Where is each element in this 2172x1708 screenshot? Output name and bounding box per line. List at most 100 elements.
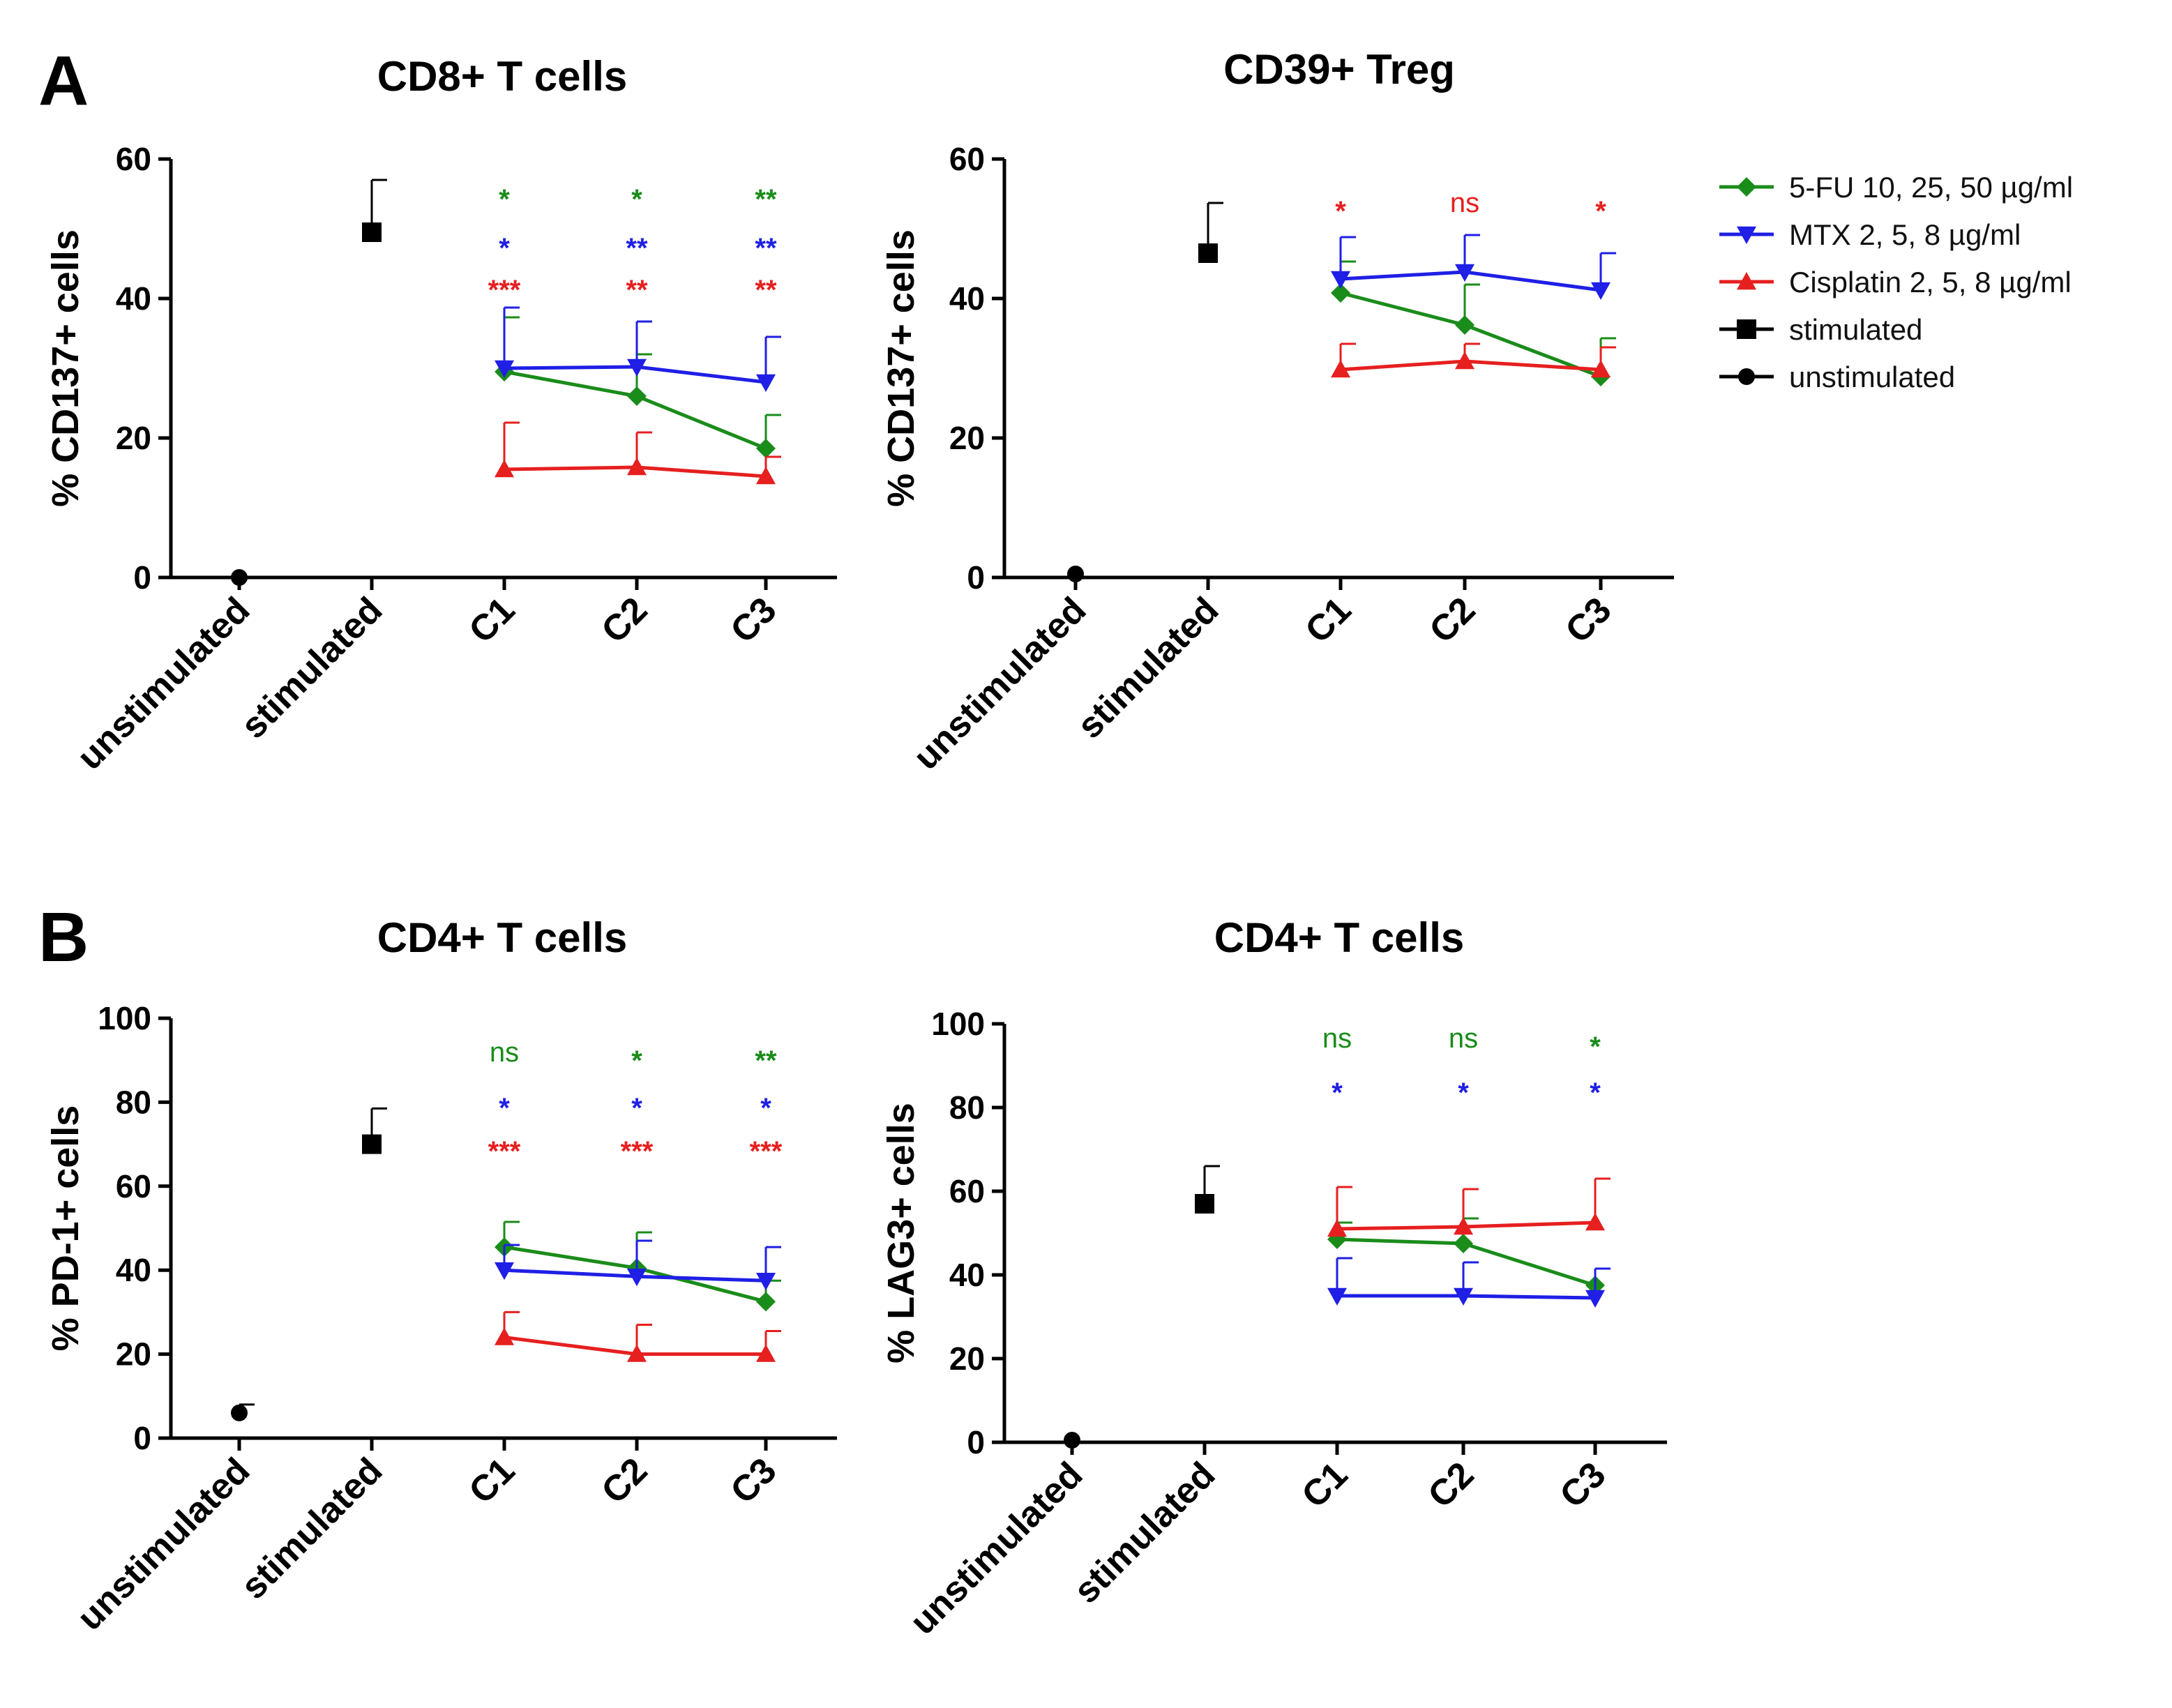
significance-label: ns bbox=[1449, 1023, 1478, 1054]
chart-3: CD4+ T cells 0 20 40 60 80 100 % PD-1+ cells uns… bbox=[45, 914, 837, 1638]
legend-label: MTX 2, 5, 8 µg/ml bbox=[1789, 218, 2021, 251]
legend-marker bbox=[1737, 319, 1756, 339]
y-tick-label: 20 bbox=[949, 1340, 985, 1377]
data-point bbox=[1455, 352, 1475, 370]
series-mtx bbox=[495, 1239, 781, 1291]
data-point bbox=[1331, 283, 1350, 303]
significance-label: *** bbox=[488, 1136, 521, 1167]
data-point bbox=[756, 439, 776, 458]
x-tick-label: unstimulated bbox=[70, 1450, 258, 1638]
data-point bbox=[1454, 1234, 1473, 1253]
series-cis bbox=[495, 421, 781, 485]
x-tick-label: C3 bbox=[723, 589, 784, 651]
data-point bbox=[495, 360, 514, 378]
panel-label-a: A bbox=[38, 42, 89, 120]
control-point-unstim bbox=[1067, 566, 1084, 582]
significance-label: * bbox=[499, 184, 510, 215]
x-tick-label: C2 bbox=[594, 589, 655, 651]
significance-label: * bbox=[499, 1093, 510, 1124]
significance-label: *** bbox=[621, 1136, 654, 1167]
y-axis-label: % PD-1+ cells bbox=[45, 1105, 86, 1352]
x-tick-label: C3 bbox=[1552, 1454, 1613, 1516]
y-tick-label: 0 bbox=[133, 559, 151, 596]
y-tick-label: 100 bbox=[931, 1006, 985, 1042]
data-point bbox=[756, 467, 776, 485]
control-point-stim bbox=[1198, 243, 1218, 263]
data-point bbox=[756, 1292, 776, 1312]
y-tick-label: 60 bbox=[116, 1168, 151, 1204]
chart-2: CD39+ Treg 0 20 40 60 % CD137+ cells unstimula… bbox=[880, 46, 1674, 778]
charts-group: CD8+ T cells 0 20 40 60 % CD137+ cells unstimu… bbox=[45, 46, 1674, 1642]
x-tick-label: stimulated bbox=[234, 1450, 391, 1607]
legend-marker bbox=[1737, 226, 1756, 244]
y-tick-label: 80 bbox=[949, 1089, 985, 1126]
x-tick-label: C3 bbox=[723, 1450, 784, 1511]
legend-marker bbox=[1737, 177, 1756, 197]
y-tick-label: 60 bbox=[949, 1173, 985, 1209]
data-point bbox=[1327, 1287, 1347, 1306]
legend-label: 5-FU 10, 25, 50 µg/ml bbox=[1789, 171, 2073, 204]
x-tick-label: stimulated bbox=[1070, 589, 1227, 746]
control-point-unstim bbox=[231, 569, 248, 586]
significance-label: * bbox=[1458, 1078, 1469, 1108]
significance-label: *** bbox=[750, 1136, 783, 1167]
x-tick-label: C2 bbox=[1421, 589, 1483, 651]
y-axis-label: % CD137+ cells bbox=[880, 229, 922, 507]
y-tick-label: 60 bbox=[949, 141, 985, 177]
chart-title: CD39+ Treg bbox=[1223, 46, 1455, 93]
data-point bbox=[495, 1262, 514, 1280]
significance-label: * bbox=[631, 184, 642, 215]
chart-title: CD8+ T cells bbox=[377, 53, 628, 100]
x-tick-label: C2 bbox=[594, 1450, 655, 1511]
data-point bbox=[1327, 1219, 1347, 1237]
legend: 5-FU 10, 25, 50 µg/ml MTX 2, 5, 8 µg/ml Ci… bbox=[1719, 171, 2073, 393]
significance-label: *** bbox=[488, 275, 521, 305]
significance-label: * bbox=[1595, 196, 1606, 227]
series-mtx bbox=[1331, 234, 1616, 300]
significance-label: * bbox=[631, 1093, 642, 1124]
significance-label: * bbox=[1590, 1078, 1601, 1108]
data-point bbox=[1331, 360, 1350, 378]
x-tick-label: stimulated bbox=[234, 589, 391, 746]
x-tick-label: C1 bbox=[461, 1450, 522, 1511]
data-point bbox=[627, 358, 647, 377]
data-point bbox=[627, 1269, 647, 1287]
significance-label: * bbox=[631, 1045, 642, 1076]
data-point bbox=[1585, 1213, 1605, 1231]
x-tick-label: unstimulated bbox=[70, 589, 258, 778]
y-tick-label: 0 bbox=[133, 1420, 151, 1456]
x-tick-label: stimulated bbox=[1066, 1454, 1223, 1611]
y-tick-label: 20 bbox=[116, 420, 151, 456]
x-tick-label: unstimulated bbox=[906, 589, 1094, 778]
data-point bbox=[1585, 1290, 1605, 1308]
data-point bbox=[1591, 360, 1611, 378]
y-tick-label: 20 bbox=[949, 420, 985, 456]
legend-entry-unstim: unstimulated bbox=[1719, 361, 1955, 393]
series-line bbox=[504, 370, 767, 451]
chart-1: CD8+ T cells 0 20 40 60 % CD137+ cells unstimu… bbox=[45, 53, 837, 778]
control-point-stim bbox=[362, 1134, 382, 1154]
control-point-unstim bbox=[231, 1404, 248, 1421]
y-axis-label: % CD137+ cells bbox=[45, 229, 86, 507]
y-tick-label: 0 bbox=[967, 1424, 985, 1460]
legend-label: stimulated bbox=[1789, 313, 1922, 346]
data-point bbox=[756, 374, 776, 392]
chart-title: CD4+ T cells bbox=[377, 914, 628, 961]
legend-label: unstimulated bbox=[1789, 361, 1955, 393]
control-point-stim bbox=[362, 222, 382, 242]
control-point-stim bbox=[1195, 1194, 1214, 1214]
y-axis-label: % LAG3+ cells bbox=[880, 1103, 922, 1363]
significance-label: ** bbox=[755, 233, 777, 264]
error-bar bbox=[503, 421, 520, 469]
data-point bbox=[495, 460, 514, 478]
significance-label: ** bbox=[626, 275, 648, 305]
legend-entry-mtx: MTX 2, 5, 8 µg/ml bbox=[1719, 218, 2021, 251]
y-tick-label: 20 bbox=[116, 1336, 151, 1373]
significance-label: ** bbox=[755, 184, 777, 215]
x-tick-label: C2 bbox=[1420, 1454, 1481, 1516]
error-bar bbox=[503, 306, 520, 368]
error-bar bbox=[1462, 1188, 1479, 1227]
y-tick-label: 100 bbox=[98, 1000, 151, 1036]
y-tick-label: 40 bbox=[116, 1252, 151, 1288]
x-tick-label: C1 bbox=[1297, 589, 1359, 651]
